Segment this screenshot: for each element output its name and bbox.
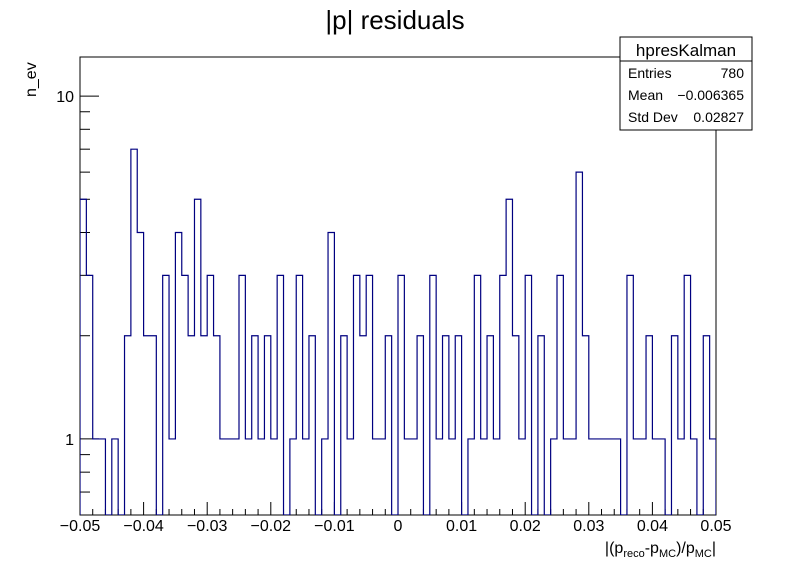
x-tick-label: 0.04 [637,518,668,535]
stats-box-frame [619,36,753,131]
x-tick-label: 0.05 [700,518,731,535]
x-axis-label-part: -p [645,540,659,557]
x-axis-label-part: )/p [676,540,695,557]
x-tick-label: −0.03 [187,518,228,535]
x-axis-label-subscript: MC [695,548,712,560]
x-tick-label: 0.01 [446,518,477,535]
y-tick-label: 1 [65,432,74,449]
stats-stddev-label: Std Dev [628,109,678,125]
x-tick-label: 0.03 [573,518,604,535]
x-tick-label: −0.02 [251,518,292,535]
stats-stddev-value: 0.02827 [693,109,744,125]
chart-title: |p| residuals [325,5,464,35]
x-tick-label: −0.05 [60,518,101,535]
stats-entries-label: Entries [628,65,672,81]
x-axis-label: |(preco-pMC)/pMC| [605,540,716,560]
stats-mean-label: Mean [628,87,663,103]
x-tick-label: 0 [394,518,403,535]
stats-entries-value: 780 [721,65,745,81]
y-axis-ticks: 1 10 [56,89,99,516]
histogram-series-line [80,148,716,515]
x-axis-label-part: | [712,540,716,557]
stats-mean-value: −0.006365 [677,87,744,103]
x-axis-label-subscript: reco [623,548,644,560]
x-tick-label: 0.02 [510,518,541,535]
y-tick-label: 10 [56,89,74,106]
x-axis-ticks: −0.05 −0.04 −0.03 −0.02 −0.01 0 0.01 0.02 0.03 0.… [60,502,732,535]
y-axis-label: n_ev [23,62,40,97]
x-axis-label-part: |(p [605,540,623,557]
x-tick-label: −0.01 [314,518,355,535]
x-axis-label-subscript: MC [659,548,676,560]
x-tick-label: −0.04 [123,518,164,535]
stats-box: hpresKalman Entries 780 Mean −0.006365 S… [619,36,753,131]
stats-box-title: hpresKalman [636,41,736,60]
